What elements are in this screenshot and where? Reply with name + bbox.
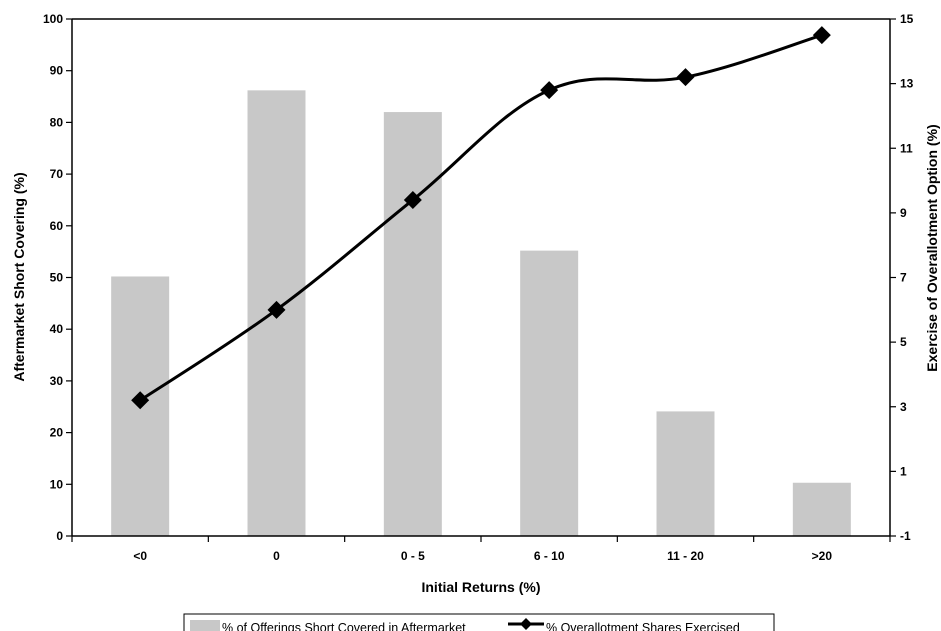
y-tick-label: 50	[50, 271, 64, 285]
axes-layer	[71, 18, 891, 537]
bar	[383, 112, 442, 536]
y-tick-label: 0	[56, 529, 63, 543]
line-marker	[540, 81, 559, 100]
y2-tick-label: 11	[900, 141, 913, 155]
line-series-layer	[131, 26, 831, 410]
x-tick-label: 0 - 5	[401, 549, 425, 563]
x-tick-label: >20	[812, 549, 833, 563]
y2-tick-label: 1	[900, 464, 907, 478]
y2-tick-label: 9	[900, 206, 907, 220]
bar	[656, 411, 715, 536]
line-marker	[676, 68, 695, 87]
legend-line-label: % Overallotment Shares Exercised	[546, 621, 740, 631]
x-tick-label: 11 - 20	[667, 549, 704, 563]
y-axis-title: Aftermarket Short Covering (%)	[11, 172, 27, 381]
x-tick-label: 0	[273, 549, 280, 563]
y2-tick-label: 15	[900, 12, 914, 26]
overallotment-line	[139, 33, 823, 402]
x-tick-label: 6 - 10	[534, 549, 565, 563]
y-tick-label: 60	[50, 219, 64, 233]
legend-box	[183, 613, 775, 631]
y-tick-label: 20	[50, 426, 64, 440]
y-tick-label: 80	[50, 115, 64, 129]
bar	[520, 250, 579, 536]
y-tick-label: 100	[43, 12, 63, 26]
y-tick-label: 70	[50, 167, 64, 181]
line-marker	[812, 26, 831, 45]
y-tick-label: 40	[50, 322, 64, 336]
legend: % of Offerings Short Covered in Aftermar…	[183, 613, 775, 631]
line-marker	[403, 190, 422, 209]
legend-bar-label: % of Offerings Short Covered in Aftermar…	[222, 621, 466, 631]
legend-bar-swatch	[190, 620, 220, 631]
y2-axis-title: Exercise of Overallotment Option (%)	[924, 124, 940, 371]
y2-tick-label: 5	[900, 335, 907, 349]
bar	[792, 482, 851, 536]
y2-tick-label: 3	[900, 400, 907, 414]
y-tick-label: 10	[50, 477, 64, 491]
x-axis-title: Initial Returns (%)	[421, 579, 540, 595]
y-tick-label: 90	[50, 64, 64, 78]
bars-layer	[111, 90, 851, 536]
y2-tick-label: 13	[900, 77, 914, 91]
line-marker	[267, 300, 286, 319]
y2-tick-label: -1	[900, 529, 911, 543]
y-tick-label: 30	[50, 374, 64, 388]
legend-diamond-icon	[520, 618, 532, 630]
x-tick-label: <0	[133, 549, 147, 563]
line-marker	[131, 391, 150, 410]
y2-tick-label: 7	[900, 271, 907, 285]
